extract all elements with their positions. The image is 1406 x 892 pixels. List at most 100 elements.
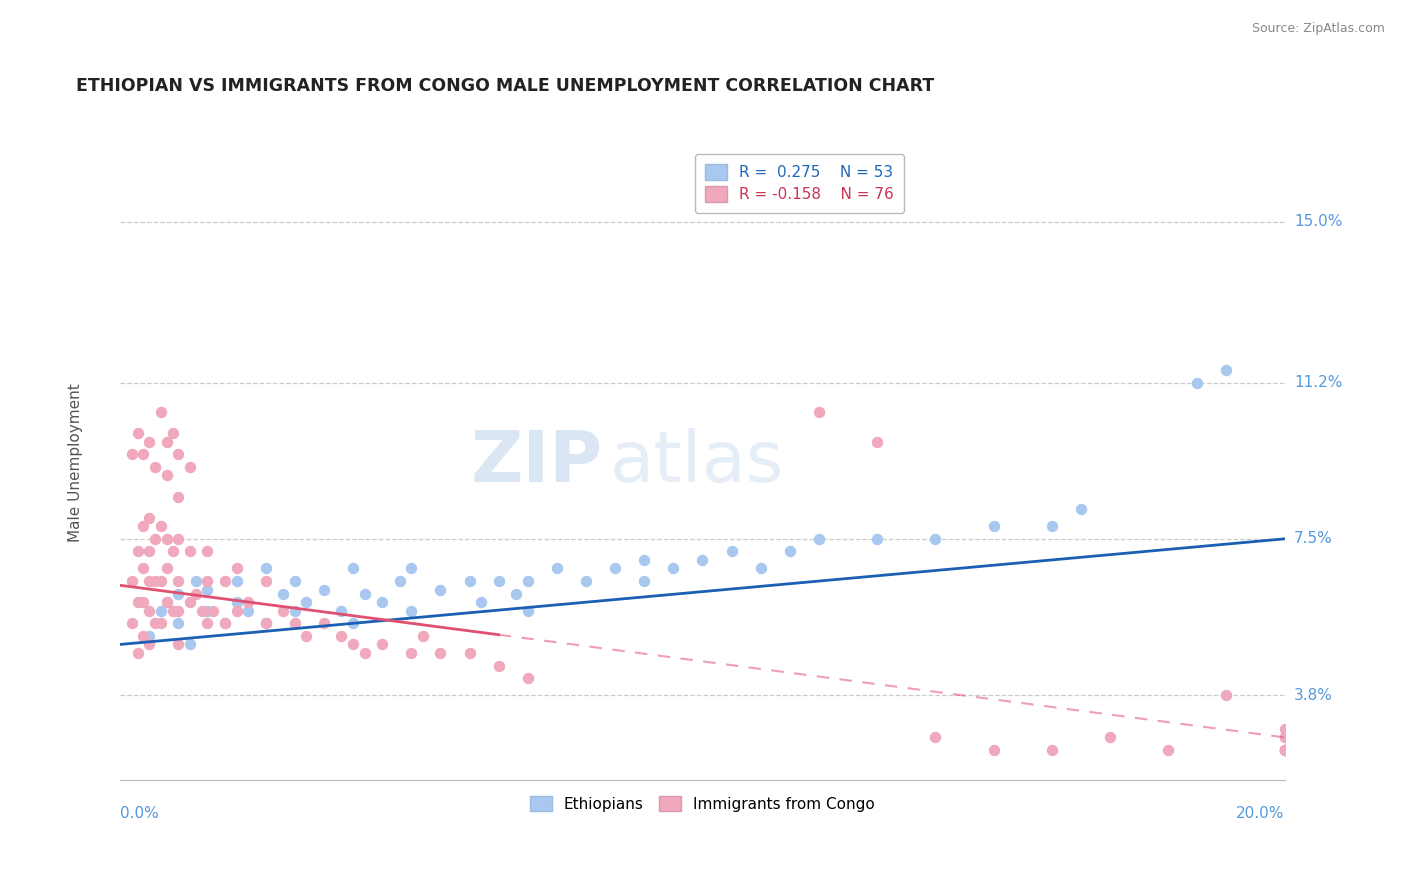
Point (429, 582, 451, 597)
Point (179, 637, 201, 651)
Point (138, 629, 160, 643)
Point (807, 405, 830, 419)
Point (429, 646, 451, 660)
Point (156, 468, 179, 483)
Point (330, 604, 353, 618)
Point (371, 637, 394, 651)
Point (866, 434, 889, 449)
Text: ETHIOPIAN VS IMMIGRANTS FROM CONGO MALE UNEMPLOYMENT CORRELATION CHART: ETHIOPIAN VS IMMIGRANTS FROM CONGO MALE … (76, 78, 934, 95)
Point (162, 544, 184, 558)
Text: atlas: atlas (609, 428, 783, 497)
Point (401, 646, 423, 660)
Point (167, 447, 190, 461)
Point (132, 561, 155, 575)
Point (284, 616, 307, 631)
Point (162, 426, 184, 441)
Point (1274, 731, 1296, 745)
Point (167, 532, 190, 546)
Point (149, 574, 172, 588)
Point (138, 637, 160, 651)
Point (295, 595, 318, 609)
Point (127, 646, 149, 660)
Point (127, 595, 149, 609)
Point (401, 604, 423, 618)
Point (284, 604, 307, 618)
Point (132, 519, 155, 533)
Point (138, 604, 160, 618)
Text: 15.0%: 15.0% (1294, 214, 1343, 229)
Point (149, 616, 172, 631)
Point (127, 544, 149, 558)
Point (1215, 363, 1237, 377)
Point (603, 561, 626, 575)
Point (121, 447, 143, 461)
Point (458, 574, 481, 588)
Point (167, 616, 190, 631)
Point (1187, 376, 1209, 390)
Point (1274, 743, 1296, 757)
Point (179, 460, 201, 475)
Text: 11.2%: 11.2% (1294, 375, 1343, 390)
Point (132, 447, 155, 461)
Point (179, 544, 201, 558)
Point (516, 574, 538, 588)
Point (121, 574, 143, 588)
Point (167, 637, 190, 651)
Point (924, 532, 946, 546)
Point (575, 574, 598, 588)
Point (516, 671, 538, 685)
Point (197, 616, 219, 631)
Point (1274, 743, 1296, 757)
Point (197, 604, 219, 618)
Text: 3.8%: 3.8% (1294, 688, 1333, 703)
Legend: Ethiopians, Immigrants from Congo: Ethiopians, Immigrants from Congo (524, 789, 880, 818)
Point (179, 595, 201, 609)
Point (127, 426, 149, 441)
Point (271, 604, 294, 618)
Text: 20.0%: 20.0% (1236, 806, 1285, 822)
Point (633, 553, 655, 567)
Point (156, 532, 179, 546)
Point (342, 616, 364, 631)
Point (254, 616, 277, 631)
Point (271, 587, 294, 601)
Point (197, 544, 219, 558)
Point (353, 646, 375, 660)
Point (353, 587, 375, 601)
Point (132, 595, 155, 609)
Point (342, 561, 364, 575)
Point (156, 595, 179, 609)
Point (633, 574, 655, 588)
Point (488, 658, 510, 673)
Point (149, 405, 172, 419)
Point (720, 544, 742, 558)
Point (284, 574, 307, 588)
Text: 7.5%: 7.5% (1294, 532, 1333, 546)
Point (1274, 743, 1296, 757)
Point (546, 561, 568, 575)
Point (225, 595, 247, 609)
Point (807, 532, 830, 546)
Point (1274, 743, 1296, 757)
Point (983, 743, 1005, 757)
Point (516, 604, 538, 618)
Point (238, 595, 260, 609)
Point (983, 519, 1005, 533)
Text: ZIP: ZIP (471, 428, 603, 497)
Point (167, 587, 190, 601)
Point (138, 434, 160, 449)
Point (143, 460, 166, 475)
Point (342, 637, 364, 651)
Point (143, 532, 166, 546)
Point (924, 731, 946, 745)
Point (866, 532, 889, 546)
Point (184, 587, 207, 601)
Point (1070, 502, 1092, 516)
Point (412, 629, 434, 643)
Point (470, 595, 492, 609)
Point (214, 616, 236, 631)
Point (692, 553, 714, 567)
Point (156, 595, 179, 609)
Point (162, 604, 184, 618)
Point (1274, 743, 1296, 757)
